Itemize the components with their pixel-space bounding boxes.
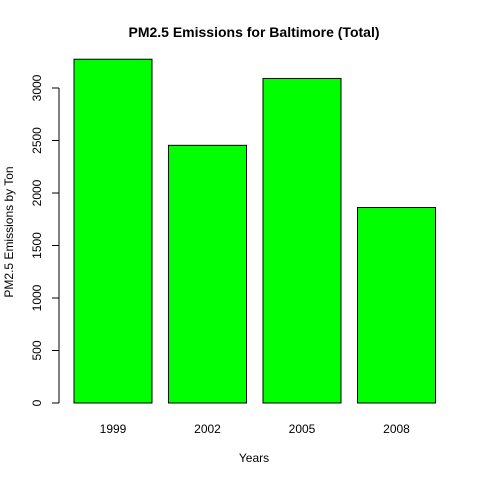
x-tick-label-2008: 2008 — [383, 422, 410, 436]
y-tick-label: 3000 — [30, 74, 44, 101]
y-tick-label: 500 — [30, 340, 44, 360]
y-tick-label: 2000 — [30, 179, 44, 206]
y-tick-label: 1000 — [30, 284, 44, 311]
bar-2002 — [168, 144, 247, 404]
y-tick-label: 0 — [30, 399, 44, 406]
bars-group — [73, 58, 436, 404]
chart-title: PM2.5 Emissions for Baltimore (Total) — [128, 24, 379, 40]
x-tick-label-2005: 2005 — [289, 422, 316, 436]
x-axis-label: Years — [239, 451, 269, 465]
y-axis: 0 500 1000 1500 2000 2500 3000 — [30, 74, 60, 406]
bar-2005 — [262, 77, 342, 404]
y-axis-label: PM2.5 Emissions by Ton — [2, 166, 16, 297]
x-tick-label-1999: 1999 — [100, 422, 127, 436]
x-axis-tick-labels: 1999 2002 2005 2008 — [100, 422, 411, 436]
y-tick-label: 2500 — [30, 127, 44, 154]
bar-1999 — [73, 58, 153, 404]
bar-2008 — [357, 206, 436, 404]
y-tick-label: 1500 — [30, 232, 44, 259]
x-tick-label-2002: 2002 — [194, 422, 221, 436]
